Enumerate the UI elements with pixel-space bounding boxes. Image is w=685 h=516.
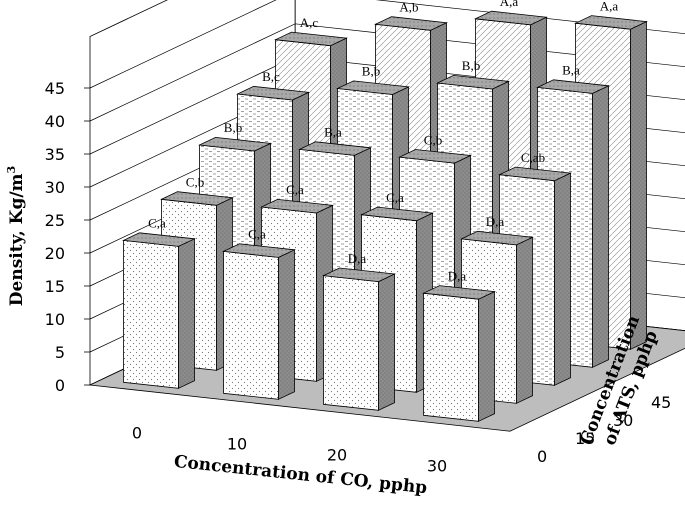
bar-top-face (160, 191, 234, 206)
bar-top-face (198, 136, 272, 152)
bar-co10-ats0: C,a (222, 227, 296, 400)
bar-data-label: D,a (448, 268, 467, 283)
bar-side-face (516, 236, 533, 404)
bar-top-face (422, 285, 496, 300)
bar-side-face (178, 238, 195, 389)
x-tick-label: 30 (427, 457, 447, 476)
bar-front-face (323, 275, 379, 411)
z-axis-ticks: 015304560 (537, 393, 671, 466)
bar-side-face (630, 20, 647, 350)
bar-co0-ats0: C,a (122, 216, 196, 389)
z-tick-label: 30 (613, 411, 633, 430)
grid-line (89, 0, 685, 89)
x-tick-label: 20 (327, 446, 347, 465)
bar-top-face (222, 243, 296, 258)
bar-top-face (536, 79, 610, 94)
bar-side-face (278, 249, 295, 400)
bar-data-label: D,a (486, 214, 505, 229)
bar-data-label: C,b (186, 175, 204, 190)
bar-top-face (298, 141, 372, 156)
bar-data-label: C,b (424, 132, 442, 147)
bar-data-label: B,a (562, 63, 580, 78)
x-axis-ticks: 0 10 20 30 (132, 424, 447, 476)
bar-data-label: C,ab (521, 150, 545, 165)
bar-front-face (123, 239, 179, 389)
bar-front-face (223, 250, 279, 400)
y-axis-ticks: 0 5 10 15 20 25 30 35 40 45 (45, 79, 90, 395)
bar-top-face (274, 31, 348, 47)
bar-data-label: C,a (148, 216, 166, 231)
bar-data-label: B,b (224, 120, 242, 135)
bar-top-face (498, 166, 572, 182)
bar-data-label: B,a (324, 125, 342, 140)
bar-top-face (322, 267, 396, 283)
bar-top-face (260, 198, 334, 214)
y-axis-title: Density, Kg/m3 (5, 166, 27, 306)
z-tick-label: 0 (537, 447, 547, 466)
bar-data-label: C,a (286, 182, 304, 197)
bar-data-label: A,a (500, 0, 519, 9)
bar-data-label: A,a (600, 0, 619, 13)
y-tick-label: 40 (45, 112, 65, 131)
y-tick-label: 10 (45, 310, 65, 329)
bar-data-label: C,a (248, 227, 266, 242)
bar-top-face (236, 85, 310, 101)
x-axis-title: Concentration of CO, pphp (173, 452, 428, 498)
bar-series-group: A,c A,b A,a A,a B,c B,b B,b B,a B,b B,a C,b C,ab C,b… (122, 0, 648, 422)
y-tick-label: 15 (45, 277, 65, 296)
y-tick-label: 25 (45, 211, 65, 230)
bar-data-label: D,a (348, 251, 367, 266)
bar-top-face (360, 206, 434, 222)
x-tick-label: 0 (132, 424, 142, 443)
y-tick-label: 5 (55, 343, 65, 362)
bar-side-face (478, 290, 495, 422)
bar-top-face (460, 230, 534, 246)
bar-co30-ats0: D,a (422, 268, 496, 422)
y-tick-label: 35 (45, 145, 65, 164)
y-tick-label: 20 (45, 244, 65, 263)
y-tick-label: 0 (55, 376, 65, 395)
bar-data-label: B,c (262, 69, 280, 84)
bar-top-face (336, 80, 410, 95)
bar-data-label: A,c (300, 15, 319, 30)
z-tick-label: 15 (575, 429, 595, 448)
bar-front-face (423, 292, 479, 422)
bar-top-face (574, 15, 648, 30)
bar-top-face (374, 16, 448, 31)
bar-top-face (398, 149, 472, 164)
bar-side-face (378, 273, 395, 411)
bar-top-face (122, 232, 196, 247)
bar-top-face (436, 74, 510, 90)
bar-top-face (474, 10, 548, 26)
y-tick-label: 45 (45, 79, 65, 98)
bar-data-label: C,a (386, 190, 404, 205)
bar-data-label: A,b (399, 0, 418, 15)
x-tick-label: 10 (227, 435, 247, 454)
bar-side-face (592, 85, 609, 368)
bar-data-label: B,b (462, 58, 480, 73)
bar-co20-ats0: D,a (322, 251, 396, 411)
z-tick-label: 45 (651, 393, 671, 412)
bar-data-label: B,b (362, 64, 380, 79)
bar-side-face (554, 172, 571, 386)
y-tick-label: 30 (45, 178, 65, 197)
